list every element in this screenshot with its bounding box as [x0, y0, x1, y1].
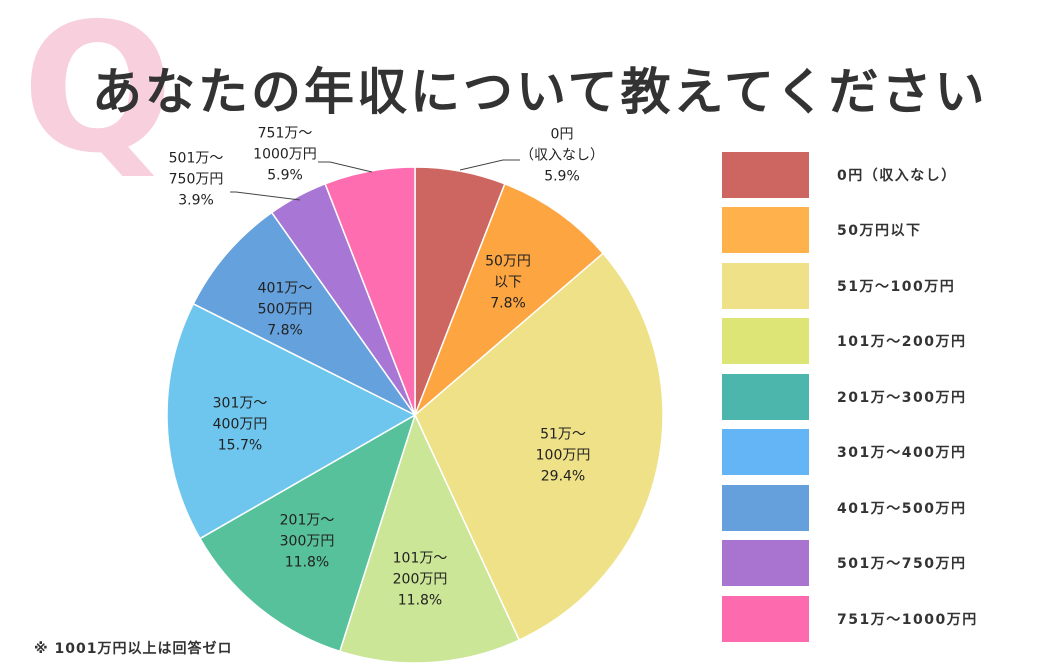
legend-label: 101万〜200万円: [837, 334, 967, 351]
slice-label-line: 200万円: [392, 571, 448, 588]
slice-percent: 11.8%: [397, 592, 443, 609]
slice-label: 0円 （収入なし） 5.9%: [520, 125, 604, 188]
legend-swatch: [722, 484, 809, 531]
legend-item: 101万〜200万円: [722, 314, 978, 370]
pie-slice: [198, 413, 417, 653]
slice-percent: 5.9%: [544, 168, 580, 185]
legend-swatch: [722, 207, 809, 254]
legend-label: 401万〜500万円: [837, 500, 967, 517]
slice-label: 101万〜 200万円 11.8%: [393, 549, 448, 612]
slice-label-line: 750万円: [168, 171, 224, 188]
q-watermark: Q: [22, 0, 174, 192]
page-title: あなたの年収について教えてください: [92, 63, 988, 121]
legend-label: 51万〜100万円: [837, 278, 956, 295]
slice-label: 751万〜 1000万円 5.9%: [253, 124, 317, 187]
slice-label: 501万〜 750万円 3.9%: [169, 149, 224, 212]
pie-slice: [192, 211, 416, 416]
legend-swatch: [722, 595, 809, 642]
slice-label: 50万円以下 7.8%: [485, 252, 531, 315]
footnote: ※ 1001万円以上は回答ゼロ: [34, 641, 233, 657]
slice-label-line: 201万〜: [279, 512, 335, 529]
legend-item: 51万〜100万円: [722, 258, 978, 314]
legend-label: 0円（収入なし）: [837, 167, 957, 184]
legend-label: 301万〜400万円: [837, 445, 967, 462]
legend-item: 501万〜750万円: [722, 536, 978, 592]
legend-item: 301万〜400万円: [722, 425, 978, 481]
slice-label-line: 100万円: [535, 447, 591, 464]
leader-line: [459, 159, 520, 171]
pie-slice: [414, 252, 664, 642]
slice-label-line: 501万〜: [168, 150, 224, 167]
slice-percent: 29.4%: [540, 468, 586, 485]
slice-label: 201万〜 300万円 11.8%: [280, 511, 335, 574]
slice-label-line: 以下: [493, 274, 522, 291]
slice-percent: 7.8%: [267, 322, 303, 339]
slice-percent: 3.9%: [178, 192, 214, 209]
leader-line: [318, 161, 373, 173]
legend-swatch: [722, 262, 809, 309]
slice-label-line: 300万円: [279, 533, 335, 550]
legend-swatch: [722, 540, 809, 587]
legend-item: 0円（収入なし）: [722, 147, 978, 203]
slice-percent: 11.8%: [284, 554, 330, 571]
slice-label-line: 101万〜: [392, 550, 448, 567]
legend-swatch: [722, 151, 809, 198]
leader-line: [230, 191, 301, 201]
slice-label-line: 400万円: [212, 416, 268, 433]
pie-slice: [166, 302, 417, 540]
slice-label-line: 51万〜: [540, 426, 586, 443]
legend: 0円（収入なし） 50万円以下 51万〜100万円 101万〜200万円 201万〜30…: [722, 147, 978, 647]
legend-item: 201万〜300万円: [722, 369, 978, 425]
slice-percent: 5.9%: [267, 167, 303, 184]
pie-slice: [414, 182, 605, 416]
legend-item: 401万〜500万円: [722, 480, 978, 536]
slice-label-line: 0円: [550, 126, 574, 143]
legend-label: 50万円以下: [837, 223, 922, 240]
legend-swatch: [722, 429, 809, 476]
slice-label-line: 301万〜: [212, 395, 268, 412]
slice-label-line: 1000万円: [253, 146, 317, 163]
legend-label: 751万〜1000万円: [837, 611, 978, 628]
legend-swatch: [722, 318, 809, 365]
legend-item: 751万〜1000万円: [722, 591, 978, 647]
legend-label: 201万〜300万円: [837, 389, 967, 406]
legend-swatch: [722, 373, 809, 420]
slice-percent: 7.8%: [490, 295, 526, 312]
slice-percent: 15.7%: [217, 437, 263, 454]
pie-slice: [338, 412, 521, 664]
slice-label: 51万〜 100万円 29.4%: [536, 425, 591, 488]
slice-label: 301万〜 400万円 15.7%: [213, 394, 268, 457]
slice-label: 401万〜 500万円 7.8%: [258, 279, 313, 342]
legend-label: 501万〜750万円: [837, 556, 967, 573]
legend-item: 50万円以下: [722, 203, 978, 259]
slice-label-line: 50万円: [485, 253, 531, 270]
slice-label-line: 500万円: [257, 301, 313, 318]
slice-label-line: 401万〜: [257, 280, 313, 297]
slice-label-line: （収入なし）: [520, 147, 604, 164]
slice-label-line: 751万〜: [257, 125, 313, 142]
